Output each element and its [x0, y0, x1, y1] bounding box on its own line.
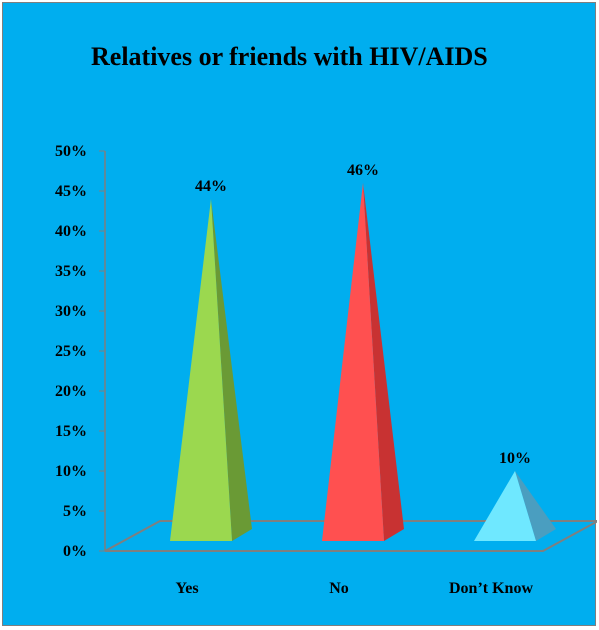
bar-side-3 [515, 471, 556, 541]
floor-outline [104, 520, 597, 552]
y-tick-label: 10% [55, 463, 87, 480]
category-label: Yes [175, 580, 198, 597]
value-labels: 44% 46% 10% [195, 162, 531, 467]
category-labels: Yes No Don’t Know [175, 580, 533, 597]
y-axis: 0% 5% 10% 15% 20% 25% 30% 35% 40% 45% 50% [55, 143, 106, 560]
bar-side-1 [211, 199, 252, 541]
y-tick-label: 15% [55, 423, 87, 440]
bar-1 [170, 199, 232, 541]
y-tick-label: 45% [55, 183, 87, 200]
y-tick-label: 25% [55, 343, 87, 360]
value-label: 46% [347, 162, 379, 179]
y-tick-label: 40% [55, 223, 87, 240]
category-label: Don’t Know [449, 580, 533, 597]
chart-floor [104, 520, 597, 552]
bars [170, 183, 556, 541]
value-label: 44% [195, 178, 227, 195]
bar-3 [474, 471, 536, 541]
y-tick-label: 5% [63, 503, 87, 520]
y-tick-label: 50% [55, 143, 87, 160]
y-tick-label: 0% [63, 543, 87, 560]
value-label: 10% [499, 450, 531, 467]
bar-2 [322, 183, 384, 541]
chart: Relatives or friends with HIV/AIDS 0% 5% 1… [55, 42, 597, 597]
y-tick-label: 35% [55, 263, 87, 280]
bar-side-2 [363, 183, 404, 541]
y-tick-label: 30% [55, 303, 87, 320]
y-tick-label: 20% [55, 383, 87, 400]
category-label: No [329, 580, 349, 597]
chart-title: Relatives or friends with HIV/AIDS [91, 42, 488, 71]
